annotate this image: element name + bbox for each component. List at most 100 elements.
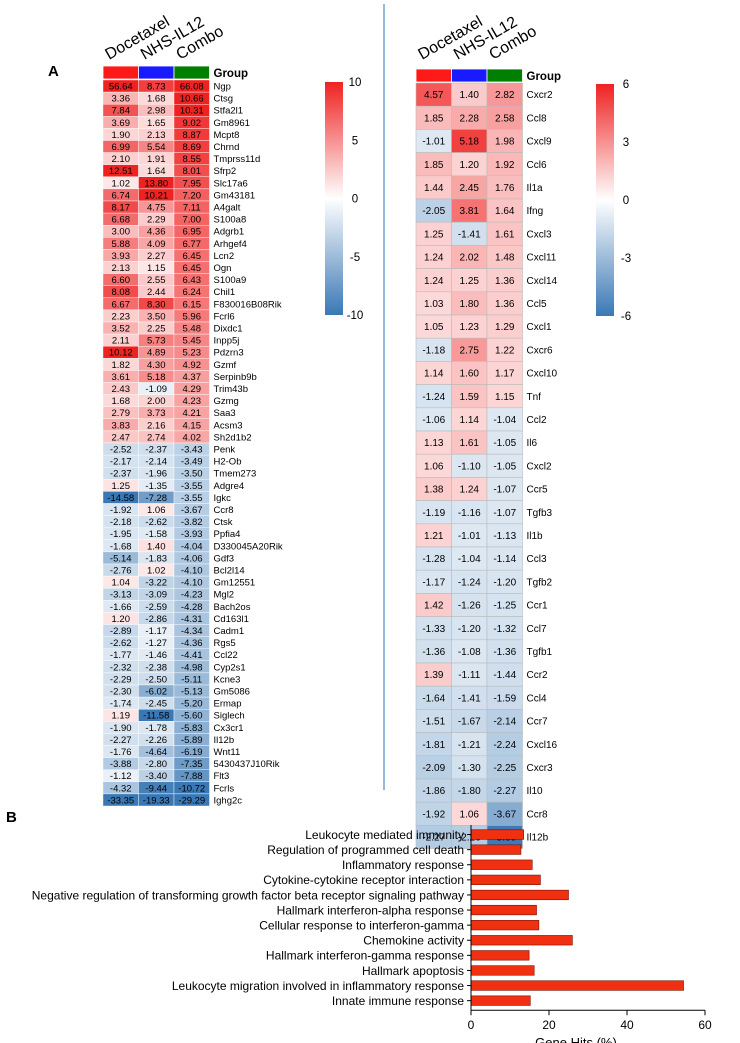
gene-label: Gm5086 bbox=[214, 686, 250, 697]
gene-label: Fcrl6 bbox=[214, 311, 235, 322]
cell-value: 2.27 bbox=[147, 251, 166, 262]
panel-b: B Leukocyte mediated immunityRegulation … bbox=[6, 809, 712, 1043]
cell-value: 3.00 bbox=[112, 227, 131, 238]
cell-value: 4.09 bbox=[147, 239, 166, 250]
cell-value: 1.14 bbox=[424, 369, 444, 380]
gene-label: Lcn2 bbox=[214, 251, 235, 262]
category-label: Regulation of programmed cell death bbox=[267, 843, 464, 857]
cell-value: 4.15 bbox=[183, 420, 202, 431]
gene-label: Ccl2 bbox=[527, 415, 547, 426]
cell-value: 1.25 bbox=[112, 481, 131, 492]
cell-value: 4.37 bbox=[183, 372, 202, 383]
cell-value: -4.31 bbox=[181, 614, 203, 625]
cell-value: 5.18 bbox=[147, 372, 166, 383]
gene-label: Cxcl14 bbox=[527, 276, 558, 287]
colorbar-tick: -5 bbox=[350, 252, 360, 264]
cell-value: -1.66 bbox=[110, 602, 132, 613]
cell-value: -1.96 bbox=[145, 469, 167, 480]
cell-value: 1.85 bbox=[424, 160, 444, 171]
cell-value: -1.86 bbox=[422, 786, 445, 797]
cell-value: 4.21 bbox=[183, 408, 202, 419]
cell-value: -1.21 bbox=[458, 740, 481, 751]
cell-value: -1.80 bbox=[458, 786, 481, 797]
cell-value: 2.55 bbox=[147, 275, 166, 286]
cell-value: -1.06 bbox=[422, 415, 445, 426]
cell-value: 10.12 bbox=[109, 348, 133, 359]
cell-value: 5.96 bbox=[183, 311, 202, 322]
bar bbox=[470, 889, 569, 901]
gene-label: Il12b bbox=[527, 833, 549, 844]
cell-value: 1.65 bbox=[147, 118, 166, 129]
gene-label: Ccl7 bbox=[527, 624, 547, 635]
cell-value: -2.14 bbox=[493, 717, 516, 728]
cell-value: 1.61 bbox=[460, 438, 480, 449]
gene-label: Cxcl2 bbox=[527, 461, 552, 472]
colorbar-tick: 5 bbox=[352, 135, 358, 147]
colorbar-tick: 3 bbox=[623, 137, 629, 149]
cell-value: 6.45 bbox=[183, 263, 202, 274]
cell-value: -3.13 bbox=[110, 590, 132, 601]
cell-value: 8.87 bbox=[183, 130, 202, 141]
cell-value: -33.35 bbox=[107, 795, 134, 806]
cell-value: 1.64 bbox=[495, 206, 515, 217]
cell-value: 1.42 bbox=[424, 601, 444, 612]
cell-value: -1.41 bbox=[458, 229, 481, 240]
cell-value: -1.74 bbox=[110, 699, 132, 710]
x-axis-label: Gene Hits (%) bbox=[535, 1035, 617, 1043]
cell-value: 7.95 bbox=[183, 178, 202, 189]
gene-label: Ccl6 bbox=[527, 160, 547, 171]
cell-value: -1.04 bbox=[493, 415, 516, 426]
cell-value: -1.20 bbox=[493, 577, 516, 588]
gene-label: Mgl2 bbox=[214, 590, 235, 601]
cell-value: -3.09 bbox=[145, 590, 167, 601]
cell-value: 8.69 bbox=[183, 142, 202, 153]
cell-value: 2.16 bbox=[147, 420, 166, 431]
cell-value: -2.27 bbox=[493, 786, 516, 797]
bar bbox=[470, 874, 541, 885]
cell-value: -11.58 bbox=[143, 711, 169, 722]
gene-label: Ngp bbox=[214, 81, 231, 92]
cell-value: 1.40 bbox=[460, 90, 480, 101]
cell-value: 13.80 bbox=[144, 178, 168, 189]
cell-value: 1.21 bbox=[424, 531, 444, 542]
gene-label: Cxcr2 bbox=[527, 90, 554, 101]
cell-value: -3.82 bbox=[181, 517, 203, 528]
cell-value: 1.20 bbox=[460, 160, 480, 171]
cell-value: 2.74 bbox=[147, 432, 166, 443]
cell-value: -2.09 bbox=[422, 763, 445, 774]
cell-value: 1.80 bbox=[460, 299, 480, 310]
cell-value: 1.25 bbox=[424, 229, 444, 240]
cell-value: -1.81 bbox=[422, 740, 445, 751]
cell-value: -1.07 bbox=[493, 485, 516, 496]
cell-value: 4.75 bbox=[147, 202, 166, 213]
cell-value: -2.52 bbox=[110, 444, 132, 455]
cell-value: 8.55 bbox=[183, 154, 202, 165]
cell-value: 6.77 bbox=[183, 239, 202, 250]
cell-value: -1.59 bbox=[493, 693, 516, 704]
cell-value: -2.37 bbox=[110, 469, 132, 480]
cell-value: 1.02 bbox=[112, 178, 131, 189]
cell-value: -1.14 bbox=[493, 554, 516, 565]
cell-value: 2.29 bbox=[147, 215, 166, 226]
gene-label: Stfa2l1 bbox=[214, 106, 244, 117]
cell-value: 6.24 bbox=[183, 287, 202, 298]
gene-label: Ermap bbox=[214, 699, 242, 710]
cell-value: -1.67 bbox=[458, 717, 481, 728]
gene-label: Gm43181 bbox=[214, 190, 256, 201]
bar bbox=[470, 965, 535, 976]
gene-label: Gm8961 bbox=[214, 118, 250, 129]
cell-value: -1.13 bbox=[493, 531, 516, 542]
cell-value: -1.24 bbox=[422, 392, 445, 403]
cell-value: -1.12 bbox=[110, 771, 132, 782]
cell-value: 5.23 bbox=[183, 348, 202, 359]
cell-value: 2.75 bbox=[460, 345, 480, 356]
cell-value: -1.36 bbox=[422, 647, 445, 658]
cell-value: 6.74 bbox=[112, 190, 131, 201]
cell-value: 1.48 bbox=[495, 253, 515, 264]
cell-value: 6.99 bbox=[112, 142, 131, 153]
x-tick-label: 0 bbox=[468, 1018, 475, 1032]
cell-value: -2.14 bbox=[145, 457, 167, 468]
cell-value: -5.83 bbox=[181, 723, 203, 734]
